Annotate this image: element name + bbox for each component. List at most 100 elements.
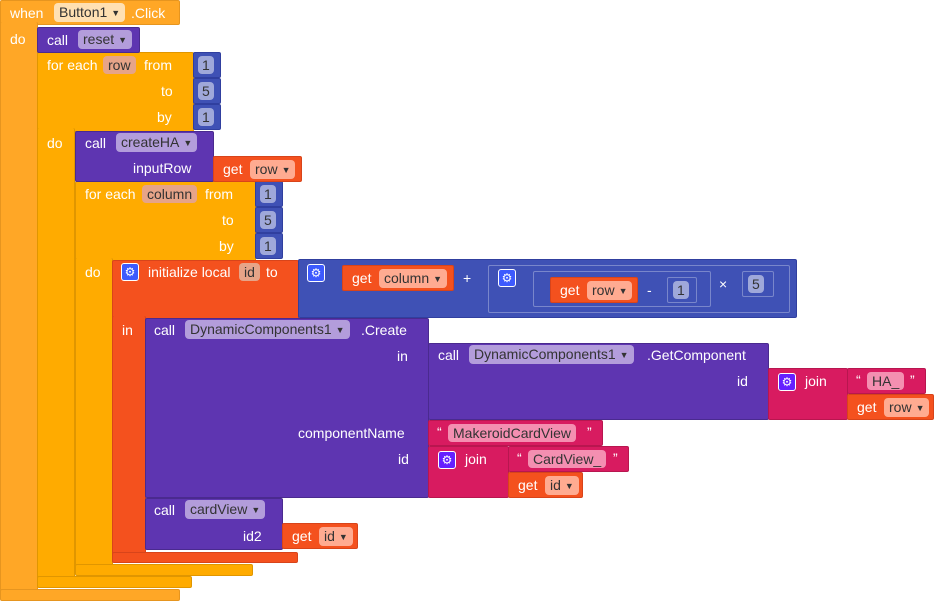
component-name: DynamicComponents1	[474, 346, 616, 362]
get-label: get	[352, 270, 372, 286]
number-value[interactable]: 1	[198, 56, 214, 74]
do-label: do	[85, 264, 101, 280]
get-row-block[interactable]: get row ▼	[213, 156, 302, 182]
method-name: .GetComponent	[647, 347, 746, 363]
component-dropdown[interactable]: DynamicComponents1 ▼	[469, 345, 634, 365]
dropdown-arrow-icon: ▼	[118, 35, 128, 46]
number-block[interactable]: 5	[255, 207, 283, 233]
get-id-block[interactable]: get id ▼	[508, 472, 583, 498]
join-block[interactable]: ⚙ join	[428, 446, 509, 498]
loop-var-row[interactable]: row	[103, 56, 136, 74]
for-each-label: for each	[47, 57, 98, 73]
var-name: row	[592, 282, 615, 298]
get-row-block[interactable]: get row ▼	[550, 277, 638, 303]
quote-open: “	[517, 450, 522, 466]
local-var-name[interactable]: id	[239, 263, 260, 281]
var-dropdown[interactable]: row ▼	[884, 398, 930, 418]
quote-close: ”	[910, 372, 915, 388]
from-label: from	[205, 186, 233, 202]
text-value[interactable]: MakeroidCardView	[448, 424, 577, 442]
call-label: call	[438, 347, 460, 363]
component-dropdown[interactable]: DynamicComponents1 ▼	[185, 320, 350, 340]
var-name: id	[324, 528, 335, 544]
procedure-dropdown[interactable]: cardView ▼	[185, 500, 266, 520]
method-name: .Create	[361, 322, 407, 338]
to-label: to	[161, 83, 173, 99]
number-block[interactable]: 1	[255, 233, 283, 259]
get-row-block[interactable]: get row ▼	[847, 394, 934, 420]
number-value[interactable]: 5	[260, 211, 276, 229]
number-value[interactable]: 5	[748, 275, 764, 293]
text-value[interactable]: CardView_	[528, 450, 607, 468]
gear-icon[interactable]: ⚙	[438, 451, 456, 469]
var-dropdown[interactable]: id ▼	[545, 476, 579, 496]
component-name: Button1	[59, 4, 108, 20]
number-block[interactable]: 5	[193, 78, 221, 104]
initialize-local-block[interactable]	[112, 260, 299, 320]
var-dropdown[interactable]: id ▼	[319, 527, 353, 547]
gear-icon[interactable]: ⚙	[121, 263, 139, 281]
text-block[interactable]: “ HA_ ”	[847, 368, 926, 394]
component-dropdown[interactable]: Button1 ▼	[54, 3, 126, 23]
text-value[interactable]: HA_	[867, 372, 905, 390]
minus-operator: -	[647, 282, 652, 298]
var-name: row	[255, 161, 278, 177]
number-block[interactable]: 1	[667, 277, 697, 303]
number-block[interactable]: 1	[193, 104, 221, 130]
for-column-bottom	[75, 564, 253, 576]
number-block[interactable]: 5	[742, 271, 774, 297]
call-create-block[interactable]	[145, 318, 429, 498]
procedure-dropdown[interactable]: createHA ▼	[116, 133, 198, 153]
dropdown-arrow-icon: ▼	[915, 403, 925, 414]
dropdown-arrow-icon: ▼	[111, 8, 121, 19]
dropdown-arrow-icon: ▼	[564, 481, 574, 492]
number-value[interactable]: 5	[198, 82, 214, 100]
for-row-body	[37, 128, 75, 580]
initialize-local-label: initialize local	[148, 264, 231, 280]
get-column-block[interactable]: get column ▼	[342, 265, 454, 291]
number-block[interactable]: 1	[255, 181, 283, 207]
local-bottom	[112, 552, 298, 563]
get-id-block[interactable]: get id ▼	[282, 523, 358, 549]
get-label: get	[292, 528, 312, 544]
component-name: DynamicComponents1	[190, 321, 332, 337]
number-value[interactable]: 1	[260, 237, 276, 255]
local-body	[112, 316, 146, 556]
get-label: get	[223, 161, 243, 177]
number-value[interactable]: 1	[673, 281, 689, 299]
var-dropdown[interactable]: column ▼	[379, 269, 448, 289]
number-block[interactable]: 1	[193, 52, 221, 78]
call-label: call	[154, 502, 176, 518]
do-label: do	[47, 135, 63, 151]
times-operator: ×	[719, 276, 728, 292]
dropdown-arrow-icon: ▼	[433, 274, 443, 285]
get-label: get	[560, 282, 580, 298]
call-label: call	[47, 32, 69, 48]
quote-close: ”	[587, 424, 592, 440]
var-dropdown[interactable]: row ▼	[250, 160, 296, 180]
procedure-dropdown[interactable]: reset ▼	[78, 30, 133, 50]
call-label: call	[154, 322, 176, 338]
when-label: when	[10, 5, 44, 21]
number-value[interactable]: 1	[260, 185, 276, 203]
gear-icon[interactable]: ⚙	[498, 269, 516, 287]
dropdown-arrow-icon: ▼	[335, 325, 345, 336]
quote-open: “	[437, 424, 442, 440]
dropdown-arrow-icon: ▼	[183, 138, 193, 149]
text-block[interactable]: “ CardView_ ”	[508, 446, 629, 472]
join-block[interactable]: ⚙ join	[768, 368, 848, 420]
join-label: join	[805, 373, 827, 389]
for-column-body	[75, 258, 113, 568]
for-row-bottom	[37, 576, 192, 588]
gear-icon[interactable]: ⚙	[307, 264, 325, 282]
text-block[interactable]: “ MakeroidCardView ”	[428, 420, 603, 446]
dropdown-arrow-icon: ▼	[281, 165, 291, 176]
var-name: id	[550, 477, 561, 493]
number-value[interactable]: 1	[198, 108, 214, 126]
call-label: call	[85, 135, 107, 151]
gear-icon[interactable]: ⚙	[778, 373, 796, 391]
var-dropdown[interactable]: row ▼	[587, 281, 633, 301]
by-label: by	[157, 109, 172, 125]
loop-var-column[interactable]: column	[142, 185, 198, 203]
id2-param-label: id2	[243, 528, 262, 544]
